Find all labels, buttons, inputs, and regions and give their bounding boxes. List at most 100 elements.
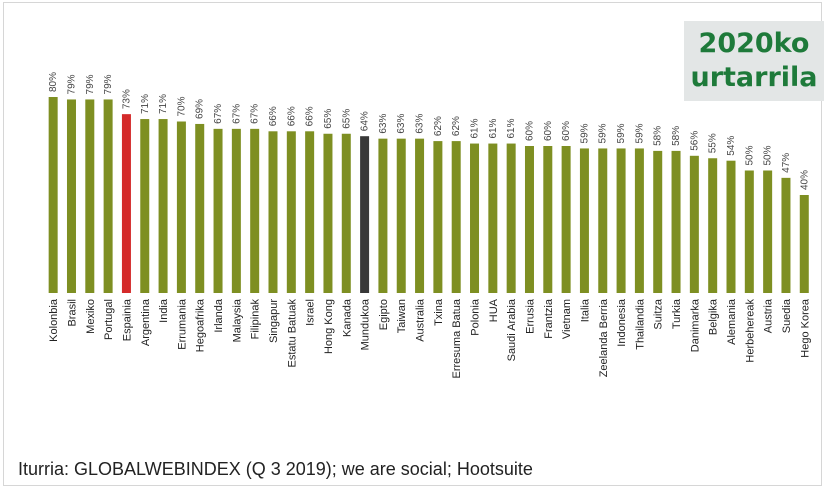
- category-label-kolonbia: Kolonbia: [48, 298, 60, 342]
- value-label-taiwan: 63%: [396, 114, 407, 134]
- value-label-polonia: 61%: [470, 118, 481, 138]
- bar-mundukoa: [360, 136, 370, 293]
- category-label-alemania: Alemania: [726, 298, 738, 345]
- value-label-filipinak: 67%: [250, 104, 261, 124]
- bar-taiwan: [396, 138, 406, 293]
- value-label-errumania: 70%: [176, 96, 187, 116]
- category-label-hegoafrika: Hegoafrika: [195, 298, 207, 352]
- value-label-alemania: 54%: [726, 136, 737, 156]
- value-label-errusia: 60%: [524, 121, 535, 141]
- value-label-belgika: 55%: [708, 133, 719, 153]
- value-label-turkia: 58%: [671, 126, 682, 146]
- value-label-suitza: 58%: [653, 126, 664, 146]
- category-label-kanada: Kanada: [341, 298, 353, 337]
- chart-title-box: 2020ko urtarrila: [684, 21, 824, 101]
- chart-frame: 80% Kolonbia 79% Brasil 79% Mexiko 79% Portugal…: [3, 2, 824, 486]
- category-label-belgika: Belgika: [708, 298, 720, 335]
- category-label-txina: Txina: [433, 298, 445, 326]
- category-label-singapur: Singapur: [268, 299, 280, 343]
- value-label-egipto: 63%: [378, 114, 389, 134]
- category-label-saudi-arabia: Saudi Arabia: [506, 298, 518, 361]
- value-label-singapur: 66%: [268, 106, 279, 126]
- value-label-austria: 50%: [763, 145, 774, 165]
- value-label-zeelanda-berria: 59%: [598, 123, 609, 143]
- bar-italia: [579, 148, 589, 293]
- bar-hong-kong: [323, 133, 333, 293]
- bar-kolonbia: [48, 97, 58, 293]
- category-label-turkia: Turkia: [671, 298, 683, 329]
- value-label-malaysia: 67%: [231, 104, 242, 124]
- category-label-polonia: Polonia: [470, 298, 482, 336]
- bar-txina: [433, 141, 443, 293]
- bar-hego-korea: [799, 195, 809, 293]
- bar-australia: [415, 138, 425, 293]
- value-label-espainia: 73%: [121, 89, 132, 109]
- bar-belgika: [708, 158, 718, 293]
- bar-errusia: [524, 146, 534, 293]
- category-label-hong-kong: Hong Kong: [323, 299, 335, 354]
- value-label-mexiko: 79%: [85, 74, 96, 94]
- category-label-taiwan: Taiwan: [396, 299, 408, 333]
- bar-india: [158, 119, 168, 293]
- category-label-brasil: Brasil: [66, 299, 78, 327]
- value-label-thailandia: 59%: [634, 123, 645, 143]
- value-label-danimarka: 56%: [689, 131, 700, 151]
- source-note: Iturria: GLOBALWEBINDEX (Q 3 2019); we a…: [18, 459, 533, 479]
- category-label-austria: Austria: [763, 298, 775, 333]
- value-label-txina: 62%: [433, 116, 444, 136]
- bar-austria: [763, 170, 773, 293]
- bar-suitza: [653, 150, 663, 293]
- bar-filipinak: [250, 128, 260, 293]
- chart-title-line-2: urtarrila: [690, 62, 818, 93]
- value-label-vietnam: 60%: [561, 121, 572, 141]
- bar-egipto: [378, 138, 388, 293]
- bar-chart: 80% Kolonbia 79% Brasil 79% Mexiko 79% Portugal…: [48, 72, 811, 379]
- value-label-israel: 66%: [305, 106, 316, 126]
- bar-indonesia: [616, 148, 626, 293]
- category-label-zeelanda-berria: Zeelanda Berria: [598, 298, 610, 377]
- value-label-frantzia: 60%: [543, 121, 554, 141]
- bar-saudi-arabia: [506, 143, 516, 293]
- bar-hua: [488, 143, 498, 293]
- value-label-kolonbia: 80%: [48, 72, 59, 92]
- bar-argentina: [140, 119, 150, 293]
- category-label-filipinak: Filipinak: [250, 299, 262, 340]
- bar-polonia: [470, 143, 480, 293]
- category-label-danimarka: Danimarka: [689, 298, 701, 352]
- category-label-mundukoa: Mundukoa: [360, 298, 372, 350]
- category-label-israel: Israel: [305, 299, 317, 326]
- value-label-erresuma-batua: 62%: [451, 116, 462, 136]
- category-label-estatu-batuak: Estatu Batuak: [286, 299, 298, 368]
- bar-portugal: [103, 99, 113, 293]
- category-label-mexiko: Mexiko: [85, 299, 97, 334]
- bar-zeelanda-berria: [598, 148, 608, 293]
- category-label-espainia: Espainia: [121, 298, 133, 341]
- bar-herbehereak: [744, 170, 754, 293]
- category-label-irlanda: Irlanda: [213, 298, 225, 333]
- value-label-suedia: 47%: [781, 153, 792, 173]
- category-label-australia: Australia: [415, 298, 427, 342]
- bar-mexiko: [85, 99, 95, 293]
- category-label-herbehereak: Herbehereak: [744, 299, 756, 363]
- value-label-indonesia: 59%: [616, 123, 627, 143]
- bar-singapur: [268, 131, 278, 293]
- bar-kanada: [341, 133, 351, 293]
- value-label-brasil: 79%: [66, 74, 77, 94]
- category-label-frantzia: Frantzia: [543, 298, 555, 339]
- value-label-estatu-batuak: 66%: [286, 106, 297, 126]
- value-label-portugal: 79%: [103, 74, 114, 94]
- category-label-thailandia: Thailandia: [634, 298, 646, 350]
- value-label-hego-korea: 40%: [799, 170, 810, 190]
- bar-brasil: [66, 99, 76, 293]
- category-label-suedia: Suedia: [781, 298, 793, 333]
- value-label-hua: 61%: [488, 118, 499, 138]
- category-label-argentina: Argentina: [140, 298, 152, 346]
- category-label-hego-korea: Hego Korea: [799, 298, 811, 358]
- value-label-hegoafrika: 69%: [195, 99, 206, 119]
- bar-alemania: [726, 160, 736, 293]
- category-label-erresuma-batua: Erresuma Batua: [451, 298, 463, 378]
- category-label-hua: HUA: [488, 298, 500, 322]
- bar-irlanda: [213, 128, 223, 293]
- bar-turkia: [671, 150, 681, 293]
- chart-title-line-1: 2020ko: [698, 28, 810, 59]
